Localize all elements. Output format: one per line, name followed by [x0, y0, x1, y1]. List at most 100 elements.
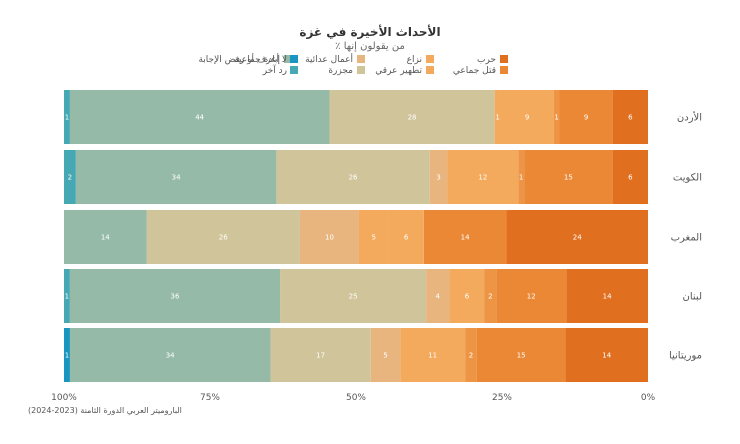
- legend-swatch: [290, 55, 298, 63]
- data-label: 1: [554, 114, 558, 122]
- data-label: 5: [383, 352, 387, 360]
- legend-label: رد آخر: [262, 64, 287, 76]
- legend-item: لا أعرف أو رفض الإجابة: [198, 53, 298, 65]
- data-label: 1: [65, 114, 69, 122]
- legend-swatch: [500, 55, 508, 63]
- bar-segment: [506, 210, 648, 264]
- data-label: 12: [478, 174, 487, 182]
- bar-segment: [484, 269, 497, 323]
- source-note: الباروميتر العربي الدورة الثامنة (2023-2…: [28, 406, 182, 415]
- legend-item: قتل جماعي: [453, 66, 508, 76]
- legend-swatch: [357, 66, 365, 74]
- data-label: 3: [436, 174, 440, 182]
- legend-swatch: [426, 55, 434, 63]
- legend-item: رد آخر: [262, 64, 298, 76]
- bar-segment: [146, 210, 300, 264]
- data-label: 12: [527, 293, 536, 301]
- x-axis-ticks: 0% 25% 50% 75% 100%: [51, 393, 655, 403]
- bar-segment: [496, 269, 567, 323]
- bar-segment: [553, 90, 560, 144]
- data-label: 1: [65, 352, 69, 360]
- data-label: 36: [170, 293, 179, 301]
- data-label: 25: [349, 293, 358, 301]
- data-label: 28: [408, 114, 417, 122]
- legend-item: تطهير عرقي: [375, 66, 434, 76]
- bar-segment: [565, 328, 648, 382]
- bar-segment: [270, 328, 371, 382]
- bar-segment: [612, 150, 648, 204]
- bar-segment: [358, 210, 389, 264]
- legend-swatch: [426, 66, 434, 74]
- data-label: 1: [65, 293, 69, 301]
- legend-label: مجزرة: [328, 66, 353, 76]
- bar-segment: [566, 269, 648, 323]
- data-label: 24: [573, 234, 582, 242]
- data-label: 1: [495, 114, 499, 122]
- x-tick-label: 25%: [492, 393, 512, 403]
- x-tick-label: 50%: [346, 393, 366, 403]
- bar-segment: [299, 210, 359, 264]
- data-label: 15: [517, 352, 526, 360]
- bar-segment: [280, 269, 427, 323]
- category-labels: الأردن الكويت المغرب لبنان موريتانيا: [669, 111, 702, 362]
- bar-segment: [64, 269, 70, 323]
- category-label: الأردن: [677, 111, 702, 124]
- data-label: 6: [628, 114, 633, 122]
- data-label: 2: [469, 352, 473, 360]
- data-label: 2: [68, 174, 72, 182]
- data-label: 44: [195, 114, 204, 122]
- legend-item: مجزرة: [328, 66, 365, 76]
- bar-segment: [75, 150, 277, 204]
- bar-segment: [400, 328, 466, 382]
- bar-segment: [524, 150, 613, 204]
- x-tick-label: 75%: [200, 393, 220, 403]
- chart-subtitle: ٪ من يقولون إنها: [335, 41, 405, 52]
- bar-segment: [429, 150, 448, 204]
- data-label: 14: [603, 293, 612, 301]
- data-label: 15: [564, 174, 573, 182]
- bars-group: 6919128441615112326342241465102614141226…: [64, 90, 648, 382]
- bar-segment: [69, 328, 271, 382]
- bar-segment: [518, 150, 525, 204]
- data-label: 26: [219, 234, 228, 242]
- bar-segment: [500, 90, 554, 144]
- bar-segment: [64, 210, 147, 264]
- bar-segment: [64, 328, 70, 382]
- data-label: 6: [404, 234, 409, 242]
- legend-label: لا أعرف أو رفض الإجابة: [198, 53, 287, 65]
- bar-segment: [447, 150, 519, 204]
- category-label: الكويت: [673, 173, 702, 184]
- data-label: 14: [461, 234, 470, 242]
- legend-item: أعمال عدائية: [305, 53, 365, 65]
- bar-segment: [612, 90, 648, 144]
- data-label: 34: [172, 174, 181, 182]
- legend-swatch: [357, 55, 365, 63]
- data-label: 9: [525, 114, 529, 122]
- data-label: 4: [436, 293, 441, 301]
- legend-swatch: [500, 66, 508, 74]
- category-label: موريتانيا: [669, 351, 702, 362]
- category-label: المغرب: [671, 233, 702, 244]
- data-label: 11: [428, 352, 437, 360]
- x-tick-label: 0%: [641, 393, 656, 403]
- legend-item: حرب: [477, 55, 508, 65]
- bar-segment: [559, 90, 613, 144]
- bar-segment: [69, 269, 281, 323]
- legend-label: إبادة جماعية: [234, 55, 280, 65]
- bar-segment: [64, 90, 70, 144]
- data-label: 1: [519, 174, 523, 182]
- bar-segment: [329, 90, 495, 144]
- legend-label: قتل جماعي: [453, 66, 496, 76]
- data-label: 9: [584, 114, 588, 122]
- data-label: 26: [349, 174, 358, 182]
- bar-segment: [388, 210, 424, 264]
- data-label: 14: [101, 234, 110, 242]
- legend-item: إبادة جماعية: [234, 55, 292, 65]
- bar-segment: [69, 90, 330, 144]
- data-label: 17: [316, 352, 325, 360]
- legend-swatch: [290, 66, 298, 74]
- data-label: 2: [488, 293, 492, 301]
- bar-segment: [476, 328, 566, 382]
- bar-segment: [423, 210, 507, 264]
